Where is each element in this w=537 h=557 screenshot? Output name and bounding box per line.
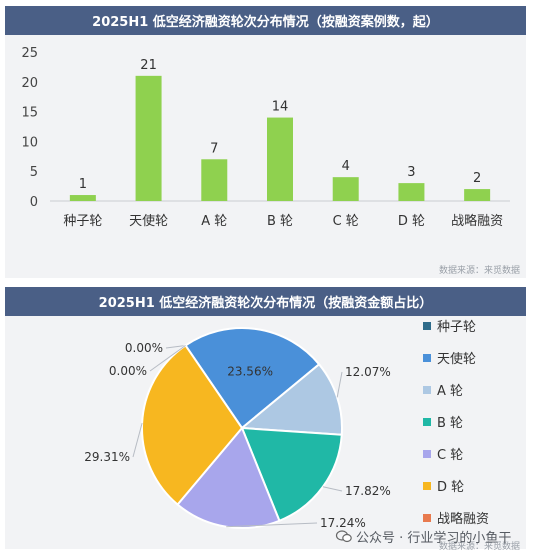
pie-slice (184, 327, 321, 430)
pie-leader-line (226, 522, 318, 528)
bar-chart-title: 2025H1 低空经济融资轮次分布情况（按融资案例数，起） (5, 6, 526, 35)
pie-value-label: 0.00% (109, 364, 147, 378)
watermark-text: 公众号 · 行业学习的小鱼干 (356, 531, 512, 546)
wechat-icon (335, 530, 352, 543)
legend-label: 战略融资 (437, 511, 489, 527)
x-tick-label: C 轮 (333, 214, 359, 229)
y-tick-label: 20 (21, 76, 38, 91)
x-tick-label: D 轮 (398, 214, 425, 229)
pie-value-label: 23.56% (227, 365, 273, 379)
pie-slice (141, 344, 244, 506)
bar (135, 75, 162, 201)
pie-chart: 0.00% 23.56% 12.07% 17.82% 17.24% 29.31% 0.00%… (84, 320, 489, 530)
pie-value-label: 17.82% (345, 484, 391, 498)
pie-leader-line (132, 422, 143, 458)
bar-chart: 0 5 10 15 20 25 1 种子轮 21 天使轮 7 A 轮 14 B 轮 4 C 轮 3 D 轮 2 战略融… (21, 46, 510, 229)
bar-chart-panel: 2025H1 低空经济融资轮次分布情况（按融资案例数，起） 0 5 10 15 20 25… (5, 6, 526, 278)
y-tick-label: 0 (30, 195, 38, 210)
x-tick-label: A 轮 (201, 214, 227, 229)
legend-label: B 轮 (437, 416, 463, 431)
pie-chart-source: 数据来源：来觅数据 (438, 542, 520, 552)
bar (201, 159, 228, 201)
bar (69, 195, 96, 201)
pie-value-label: 29.31% (84, 450, 130, 464)
pie-leader-line (165, 344, 186, 349)
bar-value-label: 7 (210, 141, 218, 156)
pie-chart-title: 2025H1 低空经济融资轮次分布情况（按融资金额占比） (5, 287, 526, 316)
pie-leader-line (322, 486, 343, 492)
legend-label: 种子轮 (437, 320, 476, 335)
y-tick-label: 10 (21, 135, 38, 150)
legend-label: A 轮 (437, 384, 463, 399)
bar-value-label: 1 (79, 177, 87, 192)
y-tick-label: 15 (21, 106, 38, 121)
pie-leader-line (149, 345, 186, 372)
pie-leader-line (336, 371, 343, 398)
bar-value-label: 14 (272, 100, 289, 115)
bar (267, 117, 293, 201)
pie-value-label: 17.24% (320, 516, 366, 530)
legend-swatch (423, 482, 431, 490)
legend-label: D 轮 (437, 480, 464, 495)
legend-swatch (423, 354, 431, 362)
bar-value-label: 2 (473, 171, 481, 186)
bar-value-label: 21 (140, 58, 157, 73)
watermark: 公众号 · 行业学习的小鱼干 (335, 527, 512, 546)
legend-swatch (423, 322, 431, 330)
x-tick-label: 天使轮 (129, 213, 168, 229)
bar (332, 177, 359, 201)
legend-label: C 轮 (437, 448, 463, 463)
y-tick-label: 5 (30, 165, 38, 180)
legend-swatch (423, 514, 431, 522)
pie-value-label: 12.07% (345, 365, 391, 379)
legend-label: 天使轮 (437, 351, 476, 367)
bar-chart-source: 数据来源：来觅数据 (438, 266, 520, 276)
x-tick-label: B 轮 (267, 214, 293, 229)
legend-swatch (423, 418, 431, 426)
x-tick-label: 种子轮 (63, 214, 102, 229)
bar-value-label: 4 (342, 159, 350, 174)
y-tick-label: 25 (21, 46, 38, 61)
pie-chart-panel: 2025H1 低空经济融资轮次分布情况（按融资金额占比） 0.00% 23.56%… (5, 287, 526, 552)
bar-value-label: 3 (407, 165, 415, 180)
legend-swatch (423, 450, 431, 458)
bar (464, 189, 491, 201)
x-tick-label: 战略融资 (451, 213, 503, 229)
legend-swatch (423, 386, 431, 394)
bar (398, 183, 425, 201)
pie-value-label: 0.00% (125, 341, 163, 355)
